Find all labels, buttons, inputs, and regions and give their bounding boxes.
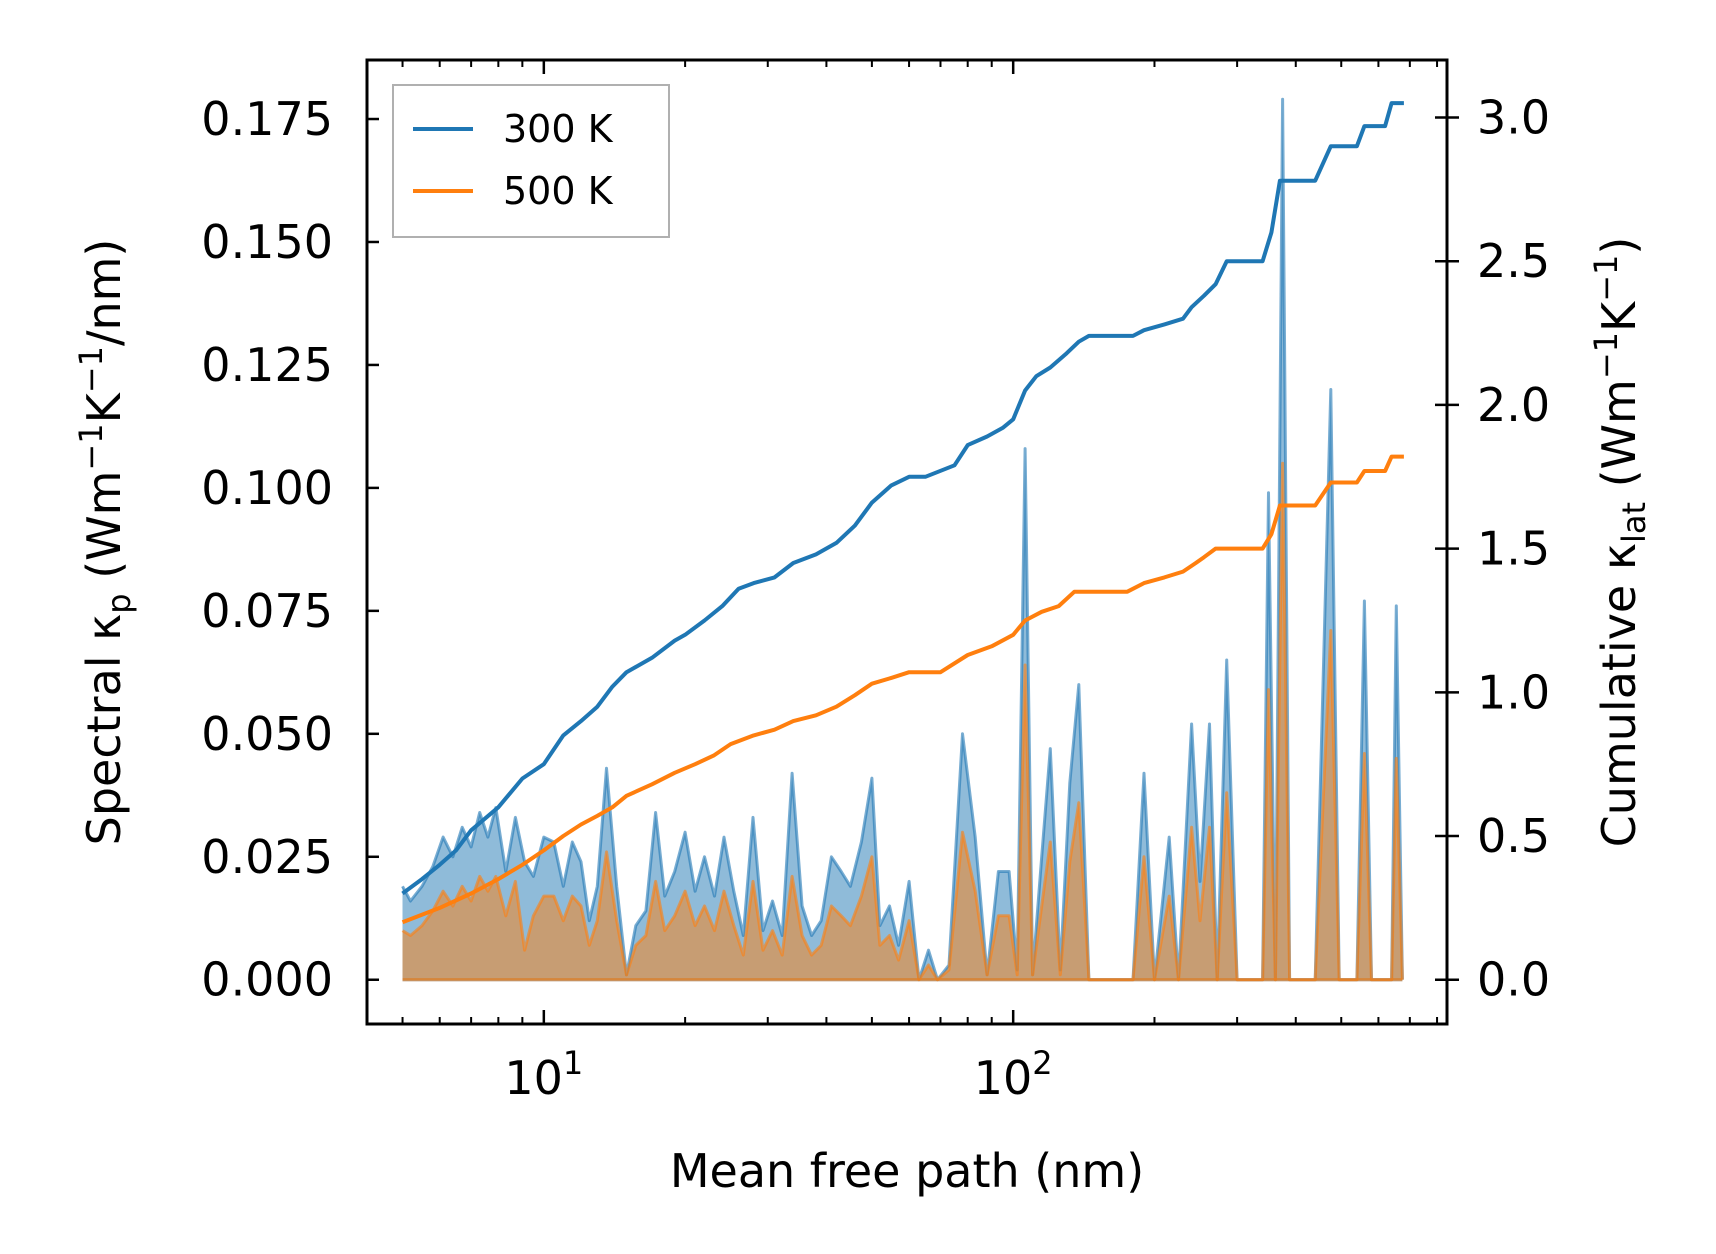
y-right-tick-label-0: 0.0 [1477, 953, 1550, 1007]
y-right-tick-label-1: 0.5 [1477, 809, 1550, 863]
y-right-tick-label-3: 1.5 [1477, 522, 1550, 576]
x-tick-label-1: 102 [974, 1044, 1053, 1105]
y-left-tick-label-3: 0.075 [201, 584, 333, 638]
spectral-area-1 [402, 463, 1403, 980]
y-left-tick-label-7: 0.175 [201, 92, 333, 146]
y-right-tick-label-5: 2.5 [1477, 234, 1550, 288]
y-right-tick-label-2: 1.0 [1477, 665, 1550, 719]
ticks: 0.000 0.025 0.050 0.075 0.100 0.125 0.150 0.175… [201, 60, 1550, 1105]
y-left-tick-label-2: 0.050 [201, 707, 333, 761]
y-right-tick-label-6: 3.0 [1477, 90, 1550, 144]
legend-label-500k: 500 K [503, 169, 614, 213]
spectral-area-0 [402, 99, 1403, 980]
legend-label-300k: 300 K [503, 107, 614, 151]
x-axis-title: Mean free path (nm) [670, 1144, 1144, 1198]
y-left-tick-label-1: 0.025 [201, 830, 333, 884]
cumulative-line-0 [401, 101, 1404, 896]
y-left-tick-label-5: 0.125 [201, 338, 333, 392]
x-tick-label-0: 101 [504, 1044, 583, 1105]
legend-box [392, 84, 670, 238]
y-left-tick-label-4: 0.100 [201, 461, 333, 515]
y-right-tick-label-4: 2.0 [1477, 378, 1550, 432]
plot-area [401, 97, 1404, 982]
y-axis-left-title: Spectral κp (Wm−1K−1/nm) [72, 239, 138, 846]
y-left-tick-label-0: 0.000 [201, 953, 333, 1007]
legend: 300 K 500 K [392, 84, 670, 238]
plot-frame [365, 58, 1449, 1026]
y-left-tick-label-6: 0.150 [201, 215, 333, 269]
cumulative-line-1 [401, 454, 1404, 925]
